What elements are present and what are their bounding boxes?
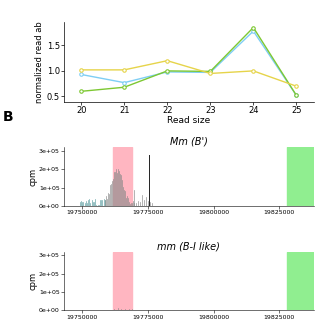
Text: B: B [3,110,14,124]
Bar [287,252,314,310]
Bar [113,147,132,206]
Bar [113,252,132,310]
Y-axis label: cpm: cpm [28,272,37,290]
Title: Mm (B'): Mm (B') [170,137,208,147]
Y-axis label: cpm: cpm [28,168,37,186]
Legend: B73 (b allele), Mm (B'), mm (B-I like): B73 (b allele), Mm (B'), mm (B-I like) [108,146,270,158]
X-axis label: Read size: Read size [167,116,211,125]
Bar [287,147,314,206]
Y-axis label: normalized read ab: normalized read ab [35,21,44,103]
Title: mm (B-I like): mm (B-I like) [157,241,220,251]
